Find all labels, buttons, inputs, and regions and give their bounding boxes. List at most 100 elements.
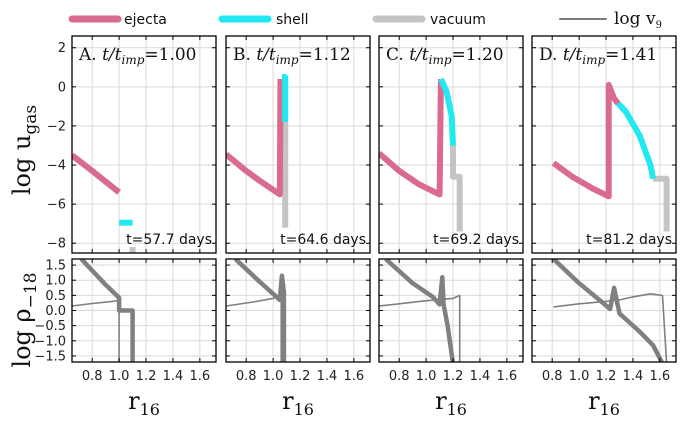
x-tick-label: 1.2 (596, 369, 617, 384)
legend: ejecta shell vacuum log v9 (68, 9, 662, 31)
top-frame (71, 35, 217, 254)
top-tick-marks (532, 36, 676, 253)
x-tick-label: 1.2 (136, 369, 157, 384)
top-plot-area (72, 36, 216, 253)
x-tick-label: 1.6 (497, 369, 518, 384)
top-series (226, 74, 289, 228)
panels: 20−2−4−6−81.51.00.50.0−0.5−1.0−1.50.8 1.0… (34, 35, 677, 419)
series-ejecta (379, 78, 444, 198)
panel-b: 0.8 1.0 1.2 1.4 1.6 r16 B. t/timp=1.12 t=64.6 d… (225, 35, 371, 419)
top-y-axis-label: log ugas (8, 105, 41, 195)
y-tick-label: −6 (47, 198, 66, 213)
x-tick-label: 1.0 (109, 369, 130, 384)
x-tick-label: 1.2 (290, 369, 311, 384)
series-ejecta (551, 81, 621, 200)
top-grid (379, 36, 523, 253)
series-vacuum (450, 145, 463, 232)
x-tick-label: 1.4 (623, 369, 644, 384)
bottom-y-axis-label: log ρ−18 (8, 272, 41, 367)
series-log-v9 (553, 293, 668, 362)
x-axis-label: r16 (588, 387, 620, 419)
top-frame (225, 35, 371, 254)
top-series (72, 152, 136, 253)
panel-title: D. t/timp=1.41 (539, 45, 657, 67)
panel-title: A. t/timp=1.00 (78, 45, 197, 67)
x-axis-label: r16 (128, 387, 160, 419)
x-tick-label: 0.8 (236, 369, 257, 384)
axis-labels: log ugas log ρ−18 (8, 105, 41, 368)
x-axis-label: r16 (282, 387, 314, 419)
bottom-series (226, 259, 287, 362)
bottom-series (379, 259, 461, 362)
bottom-tick-marks (72, 259, 216, 362)
series-ejecta (226, 78, 284, 198)
series-ejecta (72, 152, 121, 195)
x-axis-label: r16 (435, 387, 467, 419)
bottom-series (72, 259, 135, 362)
panel-d: 0.8 1.0 1.2 1.4 1.6 r16 D. t/timp=1.41 t=81.2 d… (531, 35, 677, 419)
bottom-grid (226, 259, 370, 362)
panel-title: C. t/timp=1.20 (386, 45, 504, 67)
x-tick-label: 1.4 (317, 369, 338, 384)
panel-title: B. t/timp=1.12 (233, 45, 351, 67)
panel-a: 20−2−4−6−81.51.00.50.0−0.5−1.0−1.50.8 1.0… (34, 35, 217, 419)
y-tick-label: −8 (47, 237, 66, 252)
bottom-series (551, 259, 668, 362)
x-tick-label: 1.0 (263, 369, 284, 384)
y-tick-label: −4 (47, 159, 66, 174)
x-tick-label: 1.6 (344, 369, 365, 384)
x-tick-label: 1.6 (190, 369, 211, 384)
legend-label-vacuum: vacuum (430, 12, 486, 28)
top-tick-marks (72, 36, 216, 253)
y-tick-label: 0.5 (45, 289, 66, 304)
series-shell (281, 74, 289, 122)
x-tick-label: 1.6 (650, 369, 671, 384)
top-grid (226, 36, 370, 253)
x-tick-label: 1.4 (163, 369, 184, 384)
y-tick-label: 2 (58, 41, 66, 56)
x-tick-label: 1.0 (416, 369, 437, 384)
top-grid (72, 36, 216, 253)
time-label: t=57.7 days (126, 232, 212, 248)
series-shell (438, 77, 456, 146)
legend-label-ejecta: ejecta (124, 12, 167, 28)
y-tick-label: −1.0 (34, 334, 66, 349)
y-tick-label: 1.5 (45, 259, 66, 274)
series-vacuum (653, 175, 670, 232)
bottom-grid (532, 259, 676, 362)
top-plot-area (226, 36, 370, 253)
panel-c: 0.8 1.0 1.2 1.4 1.6 r16 C. t/timp=1.20 t=69.2 d… (378, 35, 524, 419)
legend-label-logv9: log v9 (614, 9, 662, 31)
y-tick-label: 1.0 (45, 274, 66, 289)
series-log-rho (79, 259, 135, 362)
x-tick-label: 0.8 (82, 369, 103, 384)
x-tick-label: 0.8 (542, 369, 563, 384)
y-tick-label: 0 (58, 80, 66, 95)
y-tick-label: −0.5 (34, 319, 66, 334)
bottom-tick-marks (532, 259, 676, 362)
y-tick-label: 0.0 (45, 304, 66, 319)
top-plot-area (532, 36, 676, 253)
bottom-tick-marks (226, 259, 370, 362)
top-series (379, 77, 463, 232)
series-log-rho (233, 259, 287, 362)
time-label: t=81.2 days (586, 232, 672, 248)
legend-label-shell: shell (276, 12, 309, 28)
bottom-grid (379, 259, 523, 362)
series-shell (615, 101, 657, 180)
y-tick-label: −1.5 (34, 349, 66, 364)
series-log-rho (551, 259, 665, 362)
x-tick-label: 1.0 (569, 369, 590, 384)
time-label: t=69.2 days (433, 232, 519, 248)
series-log-v9 (72, 299, 120, 362)
x-tick-label: 1.2 (443, 369, 464, 384)
y-tick-label: −2 (47, 119, 66, 134)
x-tick-label: 1.4 (470, 369, 491, 384)
series-log-rho (384, 259, 456, 362)
time-label: t=64.6 days (280, 232, 366, 248)
top-frame (378, 35, 524, 254)
top-tick-marks (379, 36, 523, 253)
top-series (551, 81, 670, 232)
bottom-tick-marks (379, 259, 523, 362)
